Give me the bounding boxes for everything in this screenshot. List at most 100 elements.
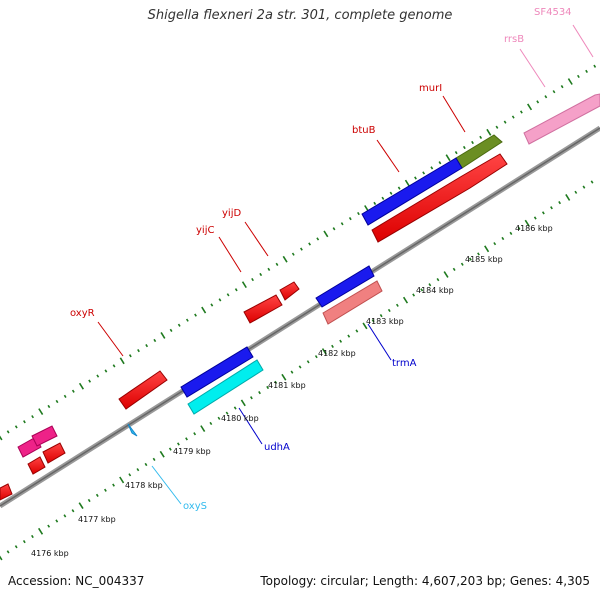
gene-label-udhA[interactable]: udhA	[264, 442, 290, 453]
tick-mark	[0, 555, 3, 561]
gene-feature-udhA[interactable]	[187, 359, 264, 415]
tick-mark	[177, 323, 181, 327]
tick-mark	[152, 457, 156, 462]
tick-mark	[291, 252, 295, 256]
tick-mark	[218, 298, 222, 302]
tick-mark	[503, 120, 507, 124]
gene-label-oxyS[interactable]: oxyS	[183, 501, 207, 512]
tick-mark	[357, 211, 360, 216]
tick-mark	[144, 462, 148, 467]
tick-mark	[112, 364, 116, 368]
leader-btuB	[376, 139, 400, 173]
tick-mark	[185, 437, 188, 441]
leader-SF4534	[572, 24, 594, 58]
tick-mark	[321, 348, 327, 355]
gene-feature-rrsB[interactable]	[523, 93, 600, 145]
gene-label-yijC[interactable]: yijC	[196, 225, 214, 236]
tick-mark	[517, 226, 521, 230]
tick-mark	[160, 332, 166, 339]
tick-mark	[308, 242, 312, 246]
tick-mark	[323, 230, 329, 238]
tick-mark	[574, 190, 578, 194]
gene-feature-trmA[interactable]	[322, 280, 383, 325]
tick-mark	[348, 217, 352, 221]
tick-mark	[436, 278, 440, 282]
gene-feature-yijC[interactable]	[243, 294, 283, 324]
tick-mark	[104, 488, 107, 492]
tick-mark	[6, 550, 10, 554]
tick-mark	[47, 404, 51, 409]
tick-mark	[560, 84, 564, 89]
leader-oxyS	[151, 465, 182, 505]
tick-mark	[274, 380, 278, 384]
tick-mark	[558, 200, 562, 205]
tick-mark	[159, 450, 165, 458]
tick-mark	[128, 354, 132, 358]
tick-mark	[200, 425, 206, 432]
scale-label: 4182 kbp	[318, 349, 356, 358]
tick-mark	[71, 389, 75, 393]
tick-mark	[332, 227, 336, 231]
gene-feature-blue-mid[interactable]	[180, 346, 254, 398]
tick-mark	[282, 255, 288, 263]
gene-feature-btuB[interactable]	[361, 157, 463, 226]
gene-feature-left-red-2[interactable]	[27, 456, 46, 475]
backbone-line-inner	[0, 127, 600, 507]
gene-feature-left-pink-2[interactable]	[31, 425, 58, 447]
tick-mark	[511, 115, 515, 119]
gene-label-rrsB[interactable]: rrsB	[504, 34, 524, 45]
tick-mark	[55, 519, 59, 523]
gene-label-btuB[interactable]: btuB	[352, 125, 376, 136]
gene-feature-red-long[interactable]	[371, 153, 508, 243]
gene-feature-left-red-1[interactable]	[42, 442, 66, 464]
tick-mark	[397, 186, 401, 190]
tick-mark	[249, 396, 253, 400]
tick-mark	[430, 166, 434, 170]
tick-mark	[96, 374, 100, 378]
tick-mark	[275, 262, 279, 266]
gene-feature-blue-small[interactable]	[315, 265, 375, 308]
tick-mark	[153, 338, 157, 343]
tick-mark	[379, 313, 383, 318]
tick-mark	[519, 110, 523, 114]
gene-label-SF4534[interactable]: SF4534	[534, 7, 572, 18]
tick-mark	[298, 365, 302, 369]
tick-mark	[267, 267, 271, 272]
gene-feature-left-red-3[interactable]	[0, 483, 13, 501]
tick-mark	[177, 442, 180, 446]
leader-yijD	[244, 221, 269, 257]
tick-mark	[501, 236, 505, 241]
tick-mark	[78, 502, 84, 510]
scale-label: 4180 kbp	[221, 414, 259, 423]
tick-mark	[550, 206, 553, 210]
gene-label-oxyR[interactable]: oxyR	[70, 308, 95, 319]
tick-mark	[306, 360, 310, 364]
tick-mark	[38, 527, 44, 535]
gene-feature-yijD[interactable]	[279, 281, 300, 301]
tick-mark	[0, 435, 3, 441]
tick-mark	[414, 176, 417, 180]
tick-mark	[509, 231, 513, 236]
tick-mark	[240, 399, 246, 407]
gene-label-trmA[interactable]: trmA	[392, 358, 417, 369]
tick-mark	[119, 357, 125, 365]
gene-label-yijD[interactable]: yijD	[222, 208, 241, 219]
tick-mark	[355, 329, 359, 333]
scale-label: 4185 kbp	[465, 255, 503, 264]
tick-mark	[225, 411, 229, 415]
gene-feature-oxyR[interactable]	[118, 370, 168, 410]
outer-tick-track	[0, 64, 597, 441]
tick-mark	[104, 369, 108, 373]
gene-label-murI[interactable]: murI	[419, 83, 442, 94]
tick-mark	[541, 211, 545, 215]
leader-oxyR	[97, 321, 124, 357]
gene-feature-oxyS[interactable]	[127, 423, 138, 437]
tick-mark	[266, 385, 270, 390]
leader-murI	[442, 95, 466, 133]
tick-mark	[493, 242, 497, 246]
tick-mark	[6, 430, 10, 434]
tick-mark	[194, 313, 197, 317]
scale-label: 4176 kbp	[31, 549, 69, 558]
inner-tick-track	[0, 180, 594, 561]
tick-mark	[402, 296, 409, 304]
